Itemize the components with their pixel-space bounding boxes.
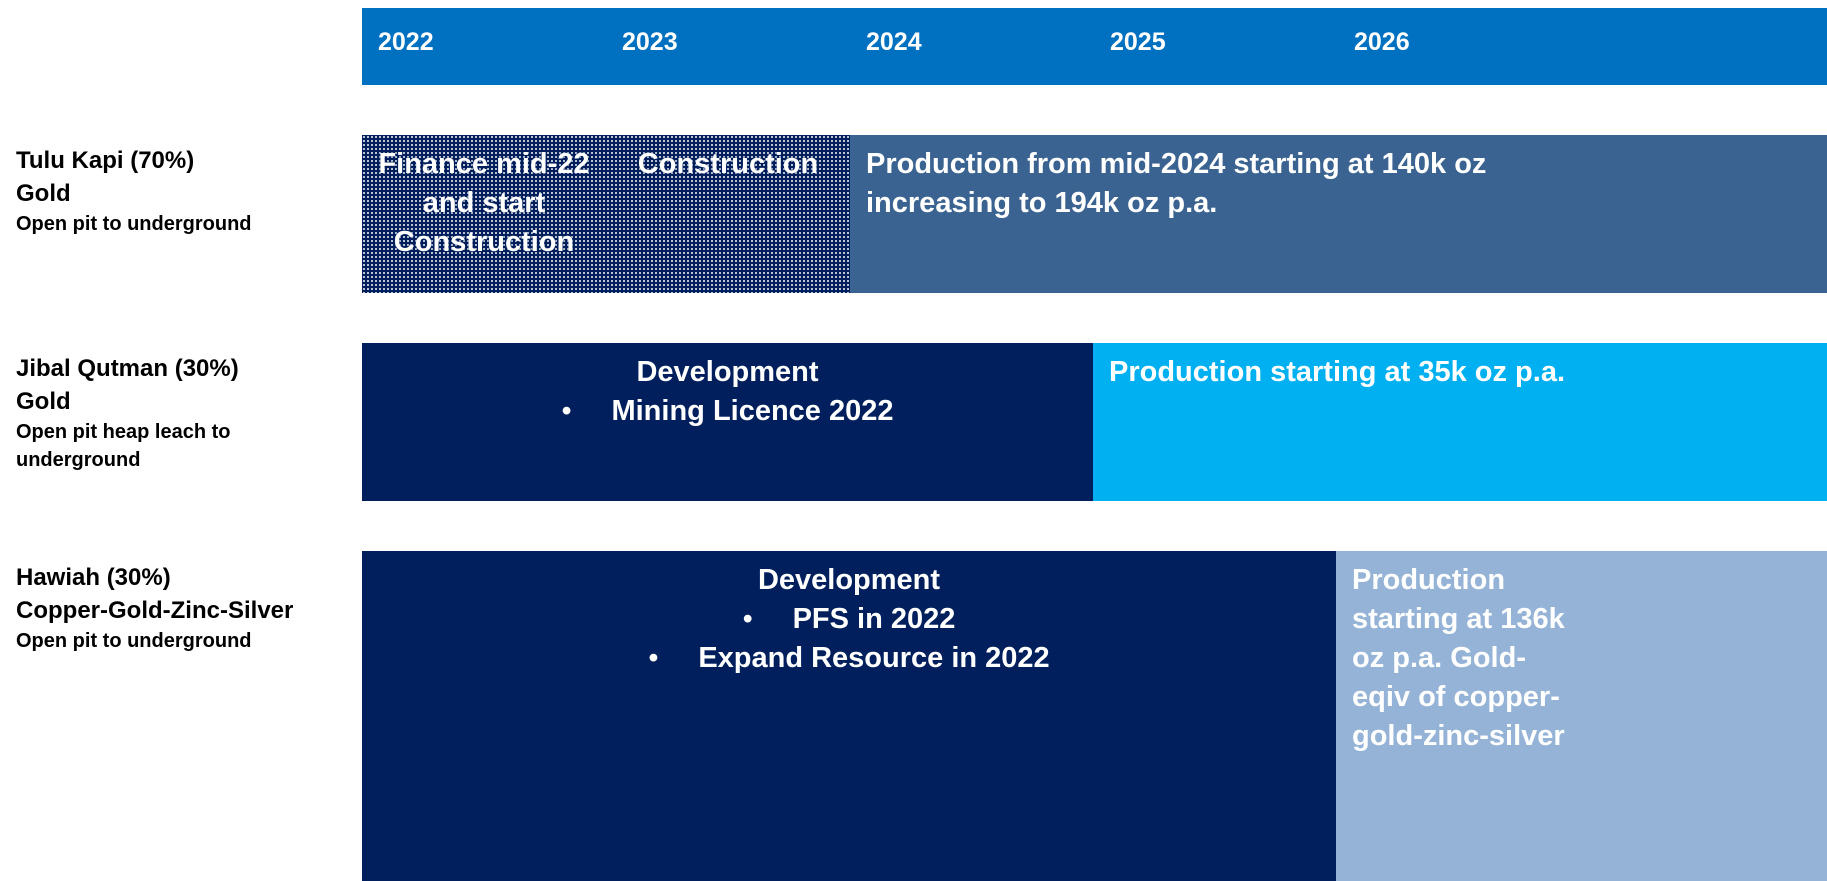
project-name: Tulu Kapi (70%) [16, 147, 195, 174]
phase: Production starting at 136k oz p.a. Gold… [1336, 551, 1827, 881]
project-name: Jibal Qutman (30%) [16, 355, 239, 382]
year: 2024 [866, 28, 922, 56]
bullet: Expand Resource in 2022 [362, 639, 1336, 678]
bullet: PFS in 2022 [362, 600, 1336, 639]
text-line: Production starting at 35k oz p.a. [1109, 356, 1566, 388]
year-header: 2022 2023 2024 2025 2026 [362, 8, 1827, 85]
phase-title: Development [757, 564, 941, 596]
phase: Production from mid-2024 starting at 140… [850, 135, 1827, 293]
text-line: starting at 136k [1352, 603, 1565, 635]
project-label: Hawiah (30%) Copper-Gold-Zinc-Silver Ope… [16, 561, 293, 655]
phase: Finance mid-22 and start Construction Co… [362, 135, 850, 293]
method: Open pit to underground [16, 630, 252, 652]
phase: Development Mining Licence 2022 [362, 343, 1093, 501]
text-line: oz p.a. Gold- [1352, 642, 1526, 674]
method: Open pit to underground [16, 213, 252, 235]
year: 2022 [378, 28, 434, 56]
phase-text: Finance mid-22 and start Construction [362, 145, 606, 262]
bullet-text: Expand Resource in 2022 [648, 642, 1049, 674]
text-line: Production [1352, 564, 1506, 596]
phase-title: Development [636, 356, 819, 388]
method: Open pit heap leach to underground [16, 421, 231, 471]
text-line: gold-zinc-silver [1352, 720, 1565, 752]
project-name: Hawiah (30%) [16, 564, 171, 591]
text-line: Construction [393, 226, 575, 258]
commodity: Copper-Gold-Zinc-Silver [16, 597, 294, 624]
text-line: and start [422, 187, 546, 219]
text-line: Production from mid-2024 starting at 140… [866, 148, 1487, 180]
year: 2023 [622, 28, 678, 56]
phase: Development PFS in 2022 Expand Resource … [362, 551, 1336, 881]
bullet-text: PFS in 2022 [743, 603, 956, 635]
project-label: Tulu Kapi (70%) Gold Open pit to undergr… [16, 144, 266, 238]
text-line: increasing to 194k oz p.a. [866, 187, 1218, 219]
year: 2026 [1354, 28, 1410, 56]
commodity: Gold [16, 388, 71, 415]
text-line: Construction [637, 148, 819, 180]
phase: Production starting at 35k oz p.a. [1093, 343, 1827, 501]
commodity: Gold [16, 180, 71, 207]
bullet-text: Mining Licence 2022 [561, 395, 893, 427]
text-line: eqiv of copper- [1352, 681, 1560, 713]
text-line: Finance mid-22 [378, 148, 590, 180]
bullet: Mining Licence 2022 [362, 392, 1093, 431]
project-label: Jibal Qutman (30%) Gold Open pit heap le… [16, 352, 266, 474]
year: 2025 [1110, 28, 1166, 56]
phase-text: Construction [606, 145, 850, 184]
